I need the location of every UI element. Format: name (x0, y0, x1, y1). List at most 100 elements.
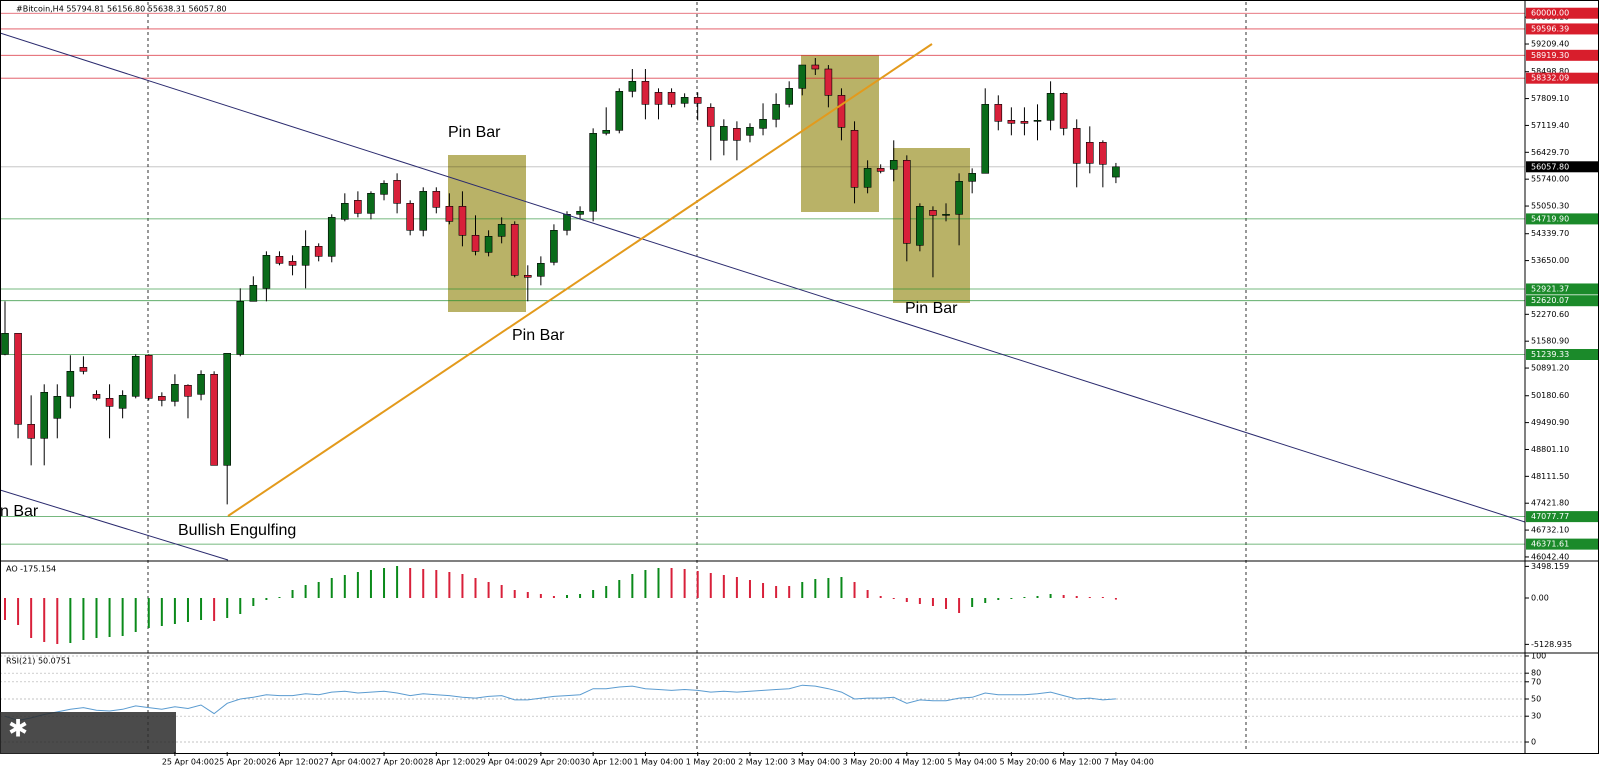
y-tick-label: 47421.80 (1531, 499, 1569, 508)
candle-body (53, 396, 62, 419)
candle-body (720, 126, 728, 141)
candle-body (1, 333, 9, 355)
x-tick-label: 5 May 20:00 (999, 758, 1049, 767)
candle-body (367, 193, 375, 214)
candle-body (314, 246, 323, 257)
x-tick-label: 27 Apr 20:00 (371, 758, 423, 767)
x-tick-label: 4 May 12:00 (895, 758, 945, 767)
y-tick-label: 46042.40 (1531, 552, 1569, 561)
y-tick-label: 52270.60 (1531, 310, 1569, 319)
level-label: 46371.61 (1531, 540, 1569, 549)
candle-body (184, 384, 192, 397)
level-tag (1526, 538, 1598, 550)
annotation: Bullish Engulfing (178, 522, 296, 539)
x-tick-label: 1 May 04:00 (634, 758, 684, 767)
level-tag (1526, 283, 1598, 295)
candle-body (824, 68, 833, 96)
candle-body (66, 370, 75, 397)
candle-body (746, 127, 754, 136)
candle-body (798, 64, 807, 89)
candle-body (131, 356, 140, 397)
candle-body (1112, 166, 1120, 178)
candle-body (393, 180, 401, 204)
level-label: 58919.30 (1531, 51, 1569, 60)
y-tick-label: 70 (1531, 677, 1541, 686)
y-tick-label: 58498.80 (1531, 67, 1569, 76)
x-tick-label: 3 May 04:00 (790, 758, 840, 767)
level-tag (1526, 511, 1598, 523)
candle-body (968, 173, 976, 182)
candle-body (929, 210, 937, 216)
candle-body (589, 133, 597, 212)
x-tick-label: 7 May 04:00 (1104, 758, 1154, 767)
x-tick-label: 5 May 04:00 (947, 758, 997, 767)
candle-body (811, 64, 820, 70)
level-tag (1526, 161, 1598, 173)
candle-body (628, 81, 637, 92)
level-label: 47077.77 (1531, 512, 1569, 521)
annotation: Pin Bar (905, 300, 958, 317)
candle-body (693, 97, 702, 104)
candle-body (105, 398, 114, 407)
candle-body (1046, 93, 1055, 121)
candle-body (484, 236, 493, 253)
x-tick-label: 26 Apr 12:00 (266, 758, 318, 767)
y-tick-label: 55050.30 (1531, 202, 1569, 211)
y-tick-label: 55740.00 (1531, 175, 1569, 184)
level-tag (1526, 213, 1598, 225)
candle-body (837, 95, 846, 128)
candle-body (327, 217, 336, 257)
y-tick-label: 54339.70 (1531, 229, 1569, 238)
trend-line (0, 32, 1526, 523)
x-tick-label: 3 May 20:00 (843, 758, 893, 767)
candle-body (197, 373, 205, 395)
candle-body (563, 214, 571, 231)
candle-body (40, 391, 49, 439)
annotation: Pin Bar (512, 327, 565, 344)
y-tick-label: 57809.10 (1531, 94, 1569, 103)
y-tick-label: 50 (1531, 694, 1541, 703)
level-tag (1526, 49, 1598, 61)
candle-body (1072, 128, 1081, 164)
candle-body (275, 256, 284, 264)
level-label: 56057.80 (1531, 162, 1569, 171)
rsi-line (4, 684, 1116, 722)
candle-body (236, 301, 245, 355)
x-tick-label: 29 Apr 20:00 (528, 758, 580, 767)
trend-line (227, 43, 933, 517)
candle-body (301, 246, 310, 266)
candle-body (654, 92, 663, 105)
level-label: 54719.90 (1531, 214, 1569, 223)
candle-body (733, 128, 741, 141)
annotation: Pin Bar (448, 124, 501, 141)
y-tick-label: 49490.90 (1531, 418, 1569, 427)
candle-body (380, 183, 388, 195)
marks-layer (1, 58, 1120, 722)
candle-body (1033, 120, 1042, 122)
candle-body (785, 88, 793, 105)
y-tick-label: 59209.40 (1531, 40, 1569, 49)
candle-body (262, 255, 271, 289)
candle-body (92, 394, 101, 399)
x-tick-label: 6 May 12:00 (1052, 758, 1102, 767)
candle-body (158, 396, 166, 401)
y-tick-label: 48111.50 (1531, 472, 1569, 481)
candle-body (144, 354, 153, 399)
candle-body (341, 203, 349, 220)
candle-body (994, 104, 1003, 122)
candle-body (1085, 142, 1094, 164)
candle-body (680, 97, 689, 104)
candle-body (550, 230, 558, 263)
y-tick-label: 100 (1531, 651, 1546, 660)
x-tick-label: 27 Apr 04:00 (319, 758, 371, 767)
y-tick-label: 30 (1531, 712, 1541, 721)
candle-body (889, 160, 898, 170)
y-tick-label: 48801.10 (1531, 445, 1569, 454)
candle-body (955, 181, 963, 215)
candle-body (354, 200, 362, 214)
candle-body (510, 224, 519, 276)
candle-body (249, 285, 258, 302)
